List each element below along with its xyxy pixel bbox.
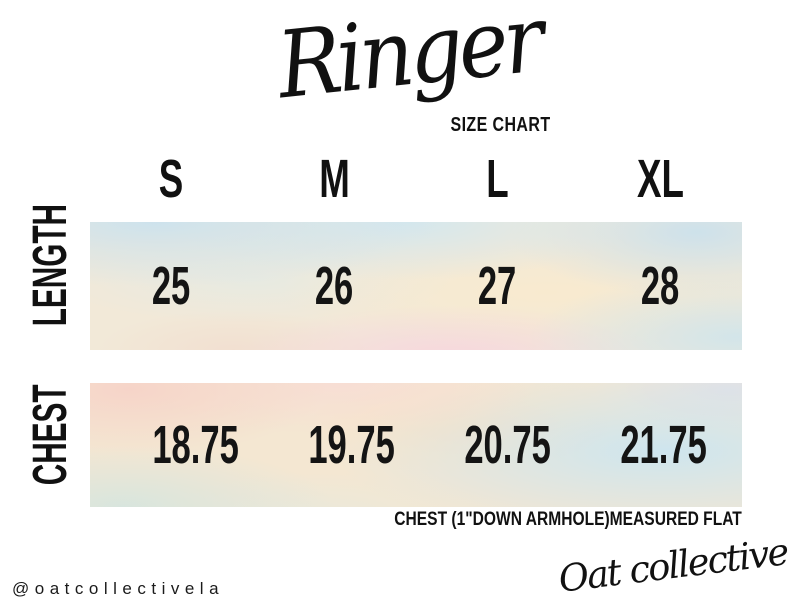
instagram-handle: @oatcollectivela: [12, 579, 225, 598]
size-header-s: S: [159, 149, 184, 209]
row-label-length: LENGTH: [24, 203, 77, 327]
size-header-row: S M L XL: [90, 150, 742, 208]
length-value-xl: 28: [641, 256, 680, 316]
size-header-xl: XL: [637, 149, 684, 209]
brand-logo-script: Oat collective: [556, 530, 790, 601]
title-wrap: Ringer: [13, 0, 792, 119]
page-subtitle: SIZE CHART: [450, 114, 551, 136]
length-values-row: 25 26 27 28: [90, 222, 742, 350]
chest-value-xl: 21.75: [620, 415, 708, 475]
chest-value-m: 19.75: [308, 415, 396, 475]
length-band: 25 26 27 28: [90, 222, 742, 350]
chest-value-l: 20.75: [464, 415, 552, 475]
size-header-l: L: [486, 149, 509, 209]
page-title-script: Ringer: [272, 0, 546, 120]
chest-band: 18.75 19.75 20.75 21.75: [90, 383, 742, 507]
size-header-m: M: [319, 149, 350, 209]
chest-value-s: 18.75: [152, 415, 240, 475]
length-value-s: 25: [152, 256, 191, 316]
chest-values-row: 18.75 19.75 20.75 21.75: [90, 383, 742, 507]
length-value-l: 27: [478, 256, 517, 316]
measurement-footnote: CHEST (1"DOWN ARMHOLE)MEASURED FLAT: [394, 509, 742, 530]
row-label-chest: CHEST: [24, 384, 77, 486]
length-value-m: 26: [315, 256, 354, 316]
